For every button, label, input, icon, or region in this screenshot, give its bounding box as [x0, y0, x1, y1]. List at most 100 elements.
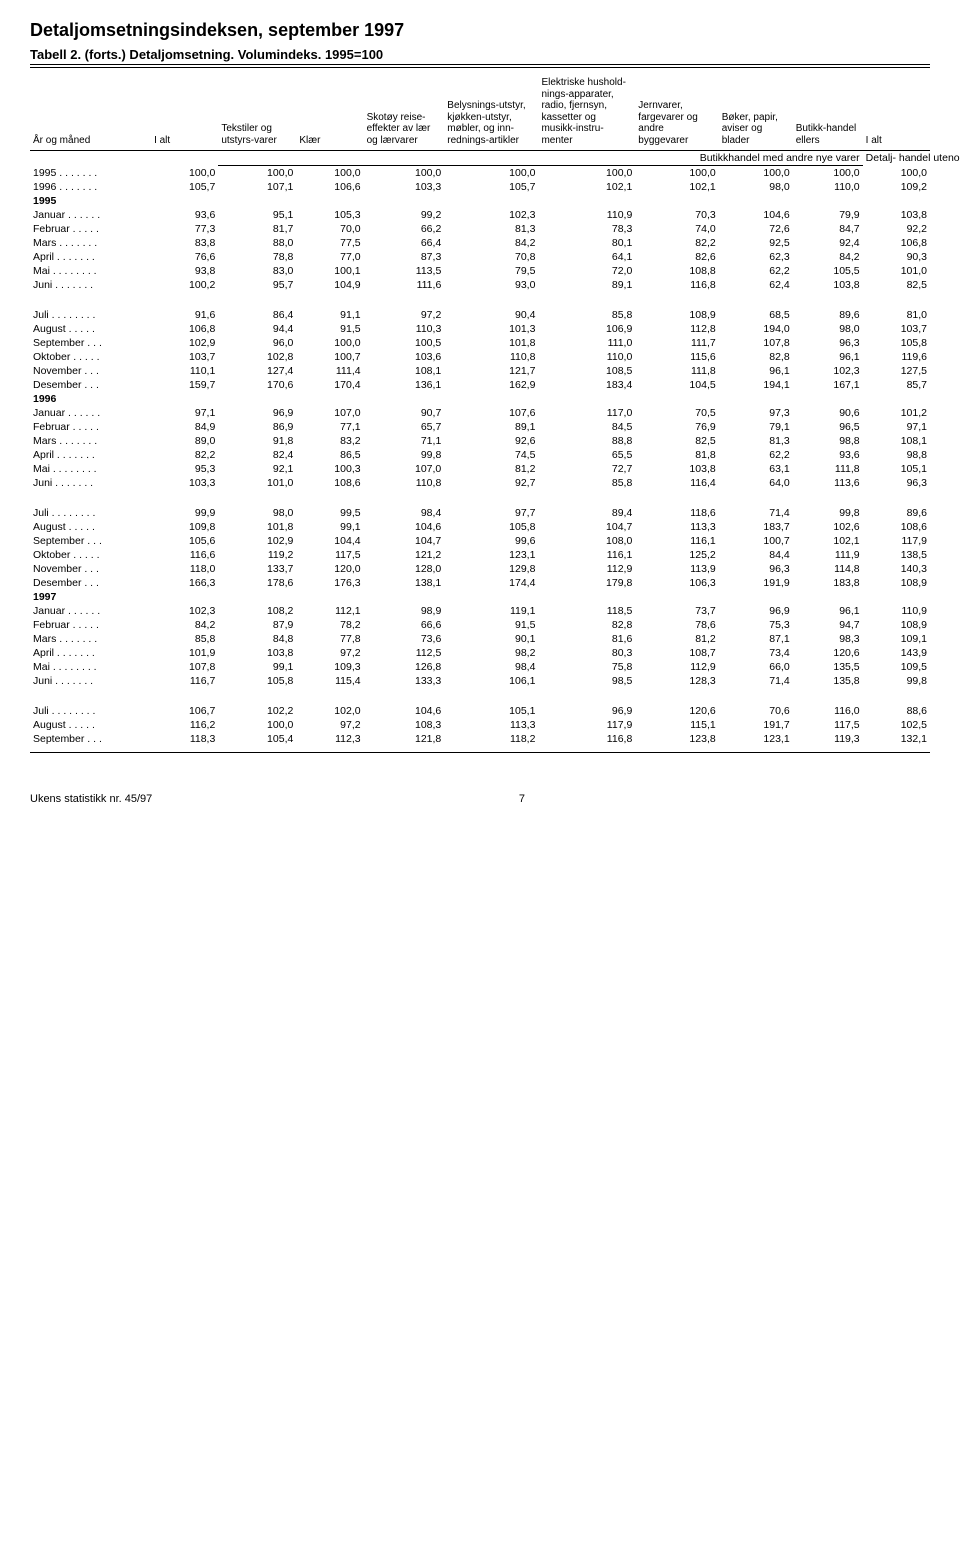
data-cell: 79,5	[444, 264, 538, 278]
data-cell: 115,6	[635, 350, 718, 364]
data-cell: 110,0	[793, 180, 863, 194]
column-header: Skotøy reise-effekter av lær og lærvarer	[364, 76, 445, 151]
data-cell: 135,8	[793, 674, 863, 688]
data-cell: 73,7	[635, 604, 718, 618]
data-cell: 105,3	[296, 208, 363, 222]
row-name: Januar . . . . . .	[30, 406, 151, 420]
data-cell: 66,6	[364, 618, 445, 632]
data-cell: 98,2	[444, 646, 538, 660]
row-name: Juni . . . . . . .	[30, 476, 151, 490]
data-cell: 102,9	[151, 336, 218, 350]
data-cell: 125,2	[635, 548, 718, 562]
data-cell: 127,5	[863, 364, 930, 378]
data-cell: 102,3	[793, 364, 863, 378]
data-cell: 110,9	[863, 604, 930, 618]
data-cell: 102,3	[444, 208, 538, 222]
row-name: November . . .	[30, 562, 151, 576]
data-cell: 102,8	[218, 350, 296, 364]
data-cell: 123,1	[719, 732, 793, 746]
data-cell: 108,5	[538, 364, 635, 378]
table-row: Juli . . . . . . . .91,686,491,197,290,4…	[30, 308, 930, 322]
data-cell: 93,6	[151, 208, 218, 222]
data-cell: 100,0	[793, 166, 863, 181]
row-name: Mai . . . . . . . .	[30, 660, 151, 674]
data-cell: 85,8	[538, 308, 635, 322]
data-cell: 84,7	[793, 222, 863, 236]
data-cell: 119,1	[444, 604, 538, 618]
data-cell: 128,0	[364, 562, 445, 576]
table-row: Oktober . . . . .116,6119,2117,5121,2123…	[30, 548, 930, 562]
data-cell: 75,8	[538, 660, 635, 674]
data-cell: 111,8	[793, 462, 863, 476]
data-cell: 100,0	[863, 166, 930, 181]
data-cell: 110,1	[151, 364, 218, 378]
row-name: August . . . . .	[30, 322, 151, 336]
data-cell: 159,7	[151, 378, 218, 392]
data-cell: 70,5	[635, 406, 718, 420]
table-row: August . . . . .116,2100,097,2108,3113,3…	[30, 718, 930, 732]
data-cell: 99,6	[444, 534, 538, 548]
data-cell: 81,2	[635, 632, 718, 646]
data-cell: 111,9	[793, 548, 863, 562]
data-cell: 106,6	[296, 180, 363, 194]
data-cell: 102,2	[218, 704, 296, 718]
data-cell: 73,4	[719, 646, 793, 660]
data-cell: 101,3	[444, 322, 538, 336]
data-cell: 92,2	[863, 222, 930, 236]
data-cell: 118,5	[538, 604, 635, 618]
data-cell: 96,5	[793, 420, 863, 434]
data-cell: 105,4	[218, 732, 296, 746]
data-cell: 105,1	[444, 704, 538, 718]
data-cell: 96,9	[218, 406, 296, 420]
page-title: Detaljomsetningsindeksen, september 1997	[30, 20, 930, 41]
data-cell: 64,1	[538, 250, 635, 264]
data-cell: 103,6	[364, 350, 445, 364]
row-name: Desember . . .	[30, 576, 151, 590]
data-cell: 162,9	[444, 378, 538, 392]
data-cell: 80,3	[538, 646, 635, 660]
column-header: Jernvarer, fargevarer og andre byggevare…	[635, 76, 718, 151]
table-row: 1996 . . . . . . .105,7107,1106,6103,310…	[30, 180, 930, 194]
row-name: Juni . . . . . . .	[30, 278, 151, 292]
table-row: Desember . . .166,3178,6176,3138,1174,41…	[30, 576, 930, 590]
data-cell: 111,6	[364, 278, 445, 292]
row-name: September . . .	[30, 336, 151, 350]
footer-page: 7	[519, 793, 525, 805]
row-name: Mars . . . . . . .	[30, 434, 151, 448]
data-cell: 82,6	[635, 250, 718, 264]
data-cell: 100,2	[151, 278, 218, 292]
row-name: Februar . . . . .	[30, 420, 151, 434]
data-cell: 103,8	[863, 208, 930, 222]
data-cell: 90,3	[863, 250, 930, 264]
data-cell: 101,0	[218, 476, 296, 490]
table-row: Januar . . . . . .97,196,9107,090,7107,6…	[30, 406, 930, 420]
data-cell: 103,3	[364, 180, 445, 194]
data-cell: 93,0	[444, 278, 538, 292]
data-cell: 108,7	[635, 646, 718, 660]
data-cell: 91,8	[218, 434, 296, 448]
table-row: Mars . . . . . . .85,884,877,873,690,181…	[30, 632, 930, 646]
data-cell: 76,6	[151, 250, 218, 264]
data-cell: 108,3	[364, 718, 445, 732]
data-cell: 85,7	[863, 378, 930, 392]
row-name: 1996 . . . . . . .	[30, 180, 151, 194]
data-cell: 135,5	[793, 660, 863, 674]
data-cell: 98,3	[793, 632, 863, 646]
data-cell: 81,7	[218, 222, 296, 236]
data-cell: 109,5	[863, 660, 930, 674]
data-cell: 112,1	[296, 604, 363, 618]
data-cell: 99,8	[863, 674, 930, 688]
data-cell: 95,7	[218, 278, 296, 292]
data-cell: 98,5	[538, 674, 635, 688]
data-cell: 109,8	[151, 520, 218, 534]
year-label-row: 1995	[30, 194, 930, 208]
data-cell: 82,2	[151, 448, 218, 462]
data-cell: 107,0	[296, 406, 363, 420]
data-cell: 93,8	[151, 264, 218, 278]
data-cell: 106,8	[863, 236, 930, 250]
row-name: April . . . . . . .	[30, 646, 151, 660]
table-row: Februar . . . . .84,287,978,266,691,582,…	[30, 618, 930, 632]
data-cell: 71,4	[719, 674, 793, 688]
data-cell: 170,4	[296, 378, 363, 392]
table-row: Mars . . . . . . .89,091,883,271,192,688…	[30, 434, 930, 448]
